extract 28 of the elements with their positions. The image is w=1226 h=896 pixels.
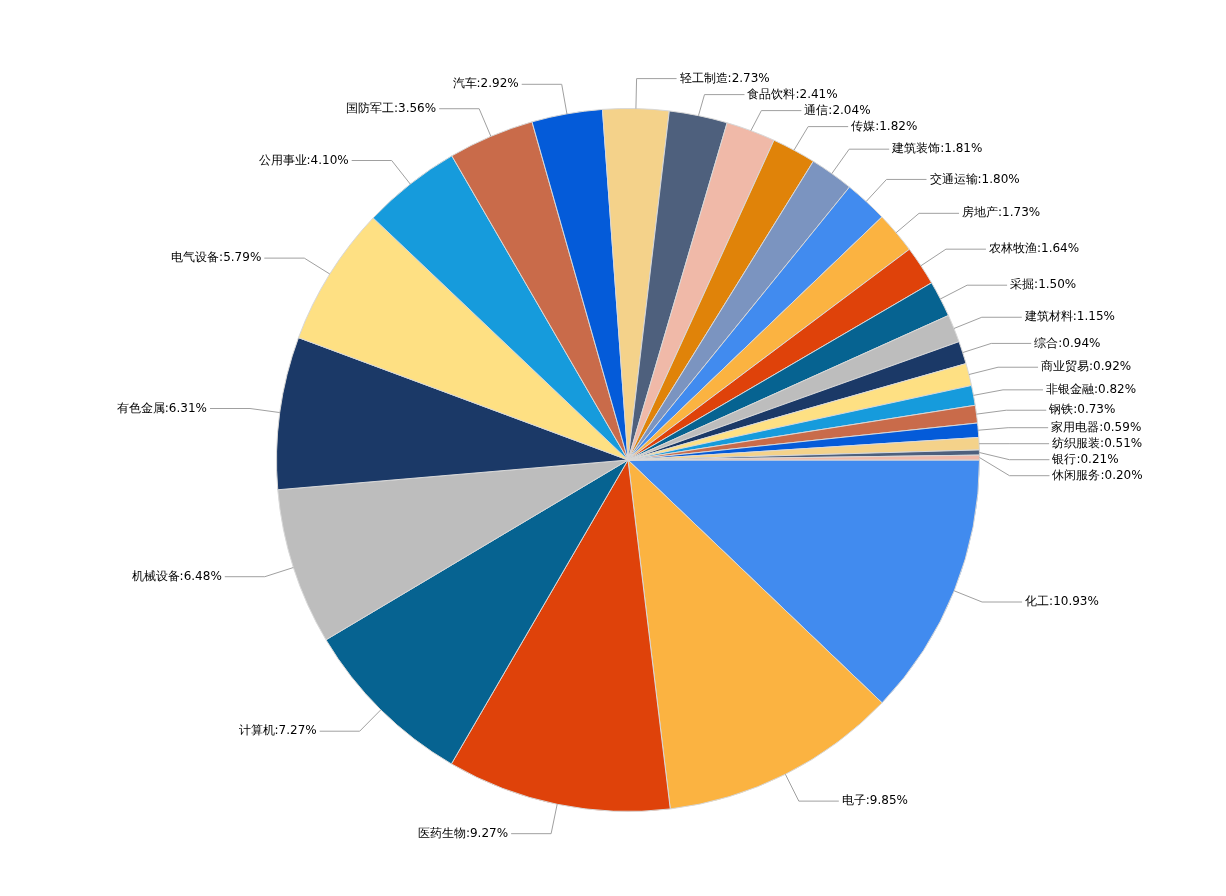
slice-label: 农林牧渔:1.64% bbox=[988, 241, 1080, 256]
slice-label: 商业贸易:0.92% bbox=[1041, 359, 1132, 374]
slice-label: 有色金属:6.31% bbox=[116, 400, 207, 415]
slice-label: 传媒:1.82% bbox=[851, 118, 918, 133]
slice-label: 综合:0.94% bbox=[1034, 335, 1101, 350]
slice-label: 计算机:7.27% bbox=[238, 723, 317, 738]
slice-label: 房地产:1.73% bbox=[962, 205, 1041, 220]
slice-label: 建筑装饰:1.81% bbox=[891, 141, 983, 156]
slice-label: 家用电器:0.59% bbox=[1051, 419, 1142, 434]
slice-label: 交通运输:1.80% bbox=[929, 171, 1020, 186]
slice-label: 纺织服装:0.51% bbox=[1052, 435, 1143, 450]
slice-label: 食品饮料:2.41% bbox=[747, 86, 838, 101]
slice-label: 通信:2.04% bbox=[804, 102, 871, 117]
slice-label: 银行:0.21% bbox=[1051, 451, 1119, 466]
slice-label: 电子:9.85% bbox=[841, 793, 908, 808]
slice-label: 电气设备:5.79% bbox=[171, 250, 262, 265]
slice-label: 机械设备:6.48% bbox=[131, 568, 222, 583]
slice-label: 公用事业:4.10% bbox=[258, 152, 349, 167]
slice-label: 钢铁:0.73% bbox=[1048, 402, 1116, 417]
slice-label: 采掘:1.50% bbox=[1010, 277, 1077, 292]
slice-label: 轻工制造:2.73% bbox=[679, 70, 770, 85]
slice-label: 医药生物:9.27% bbox=[417, 825, 509, 840]
slice-label: 休闲服务:0.20% bbox=[1052, 467, 1143, 482]
slice-label: 汽车:2.92% bbox=[452, 76, 519, 91]
slice-label: 建筑材料:1.15% bbox=[1023, 309, 1115, 324]
slice-label: 化工:10.93% bbox=[1025, 594, 1099, 609]
slice-label: 国防军工:3.56% bbox=[346, 100, 437, 115]
slice-label: 非银金融:0.82% bbox=[1045, 381, 1137, 396]
